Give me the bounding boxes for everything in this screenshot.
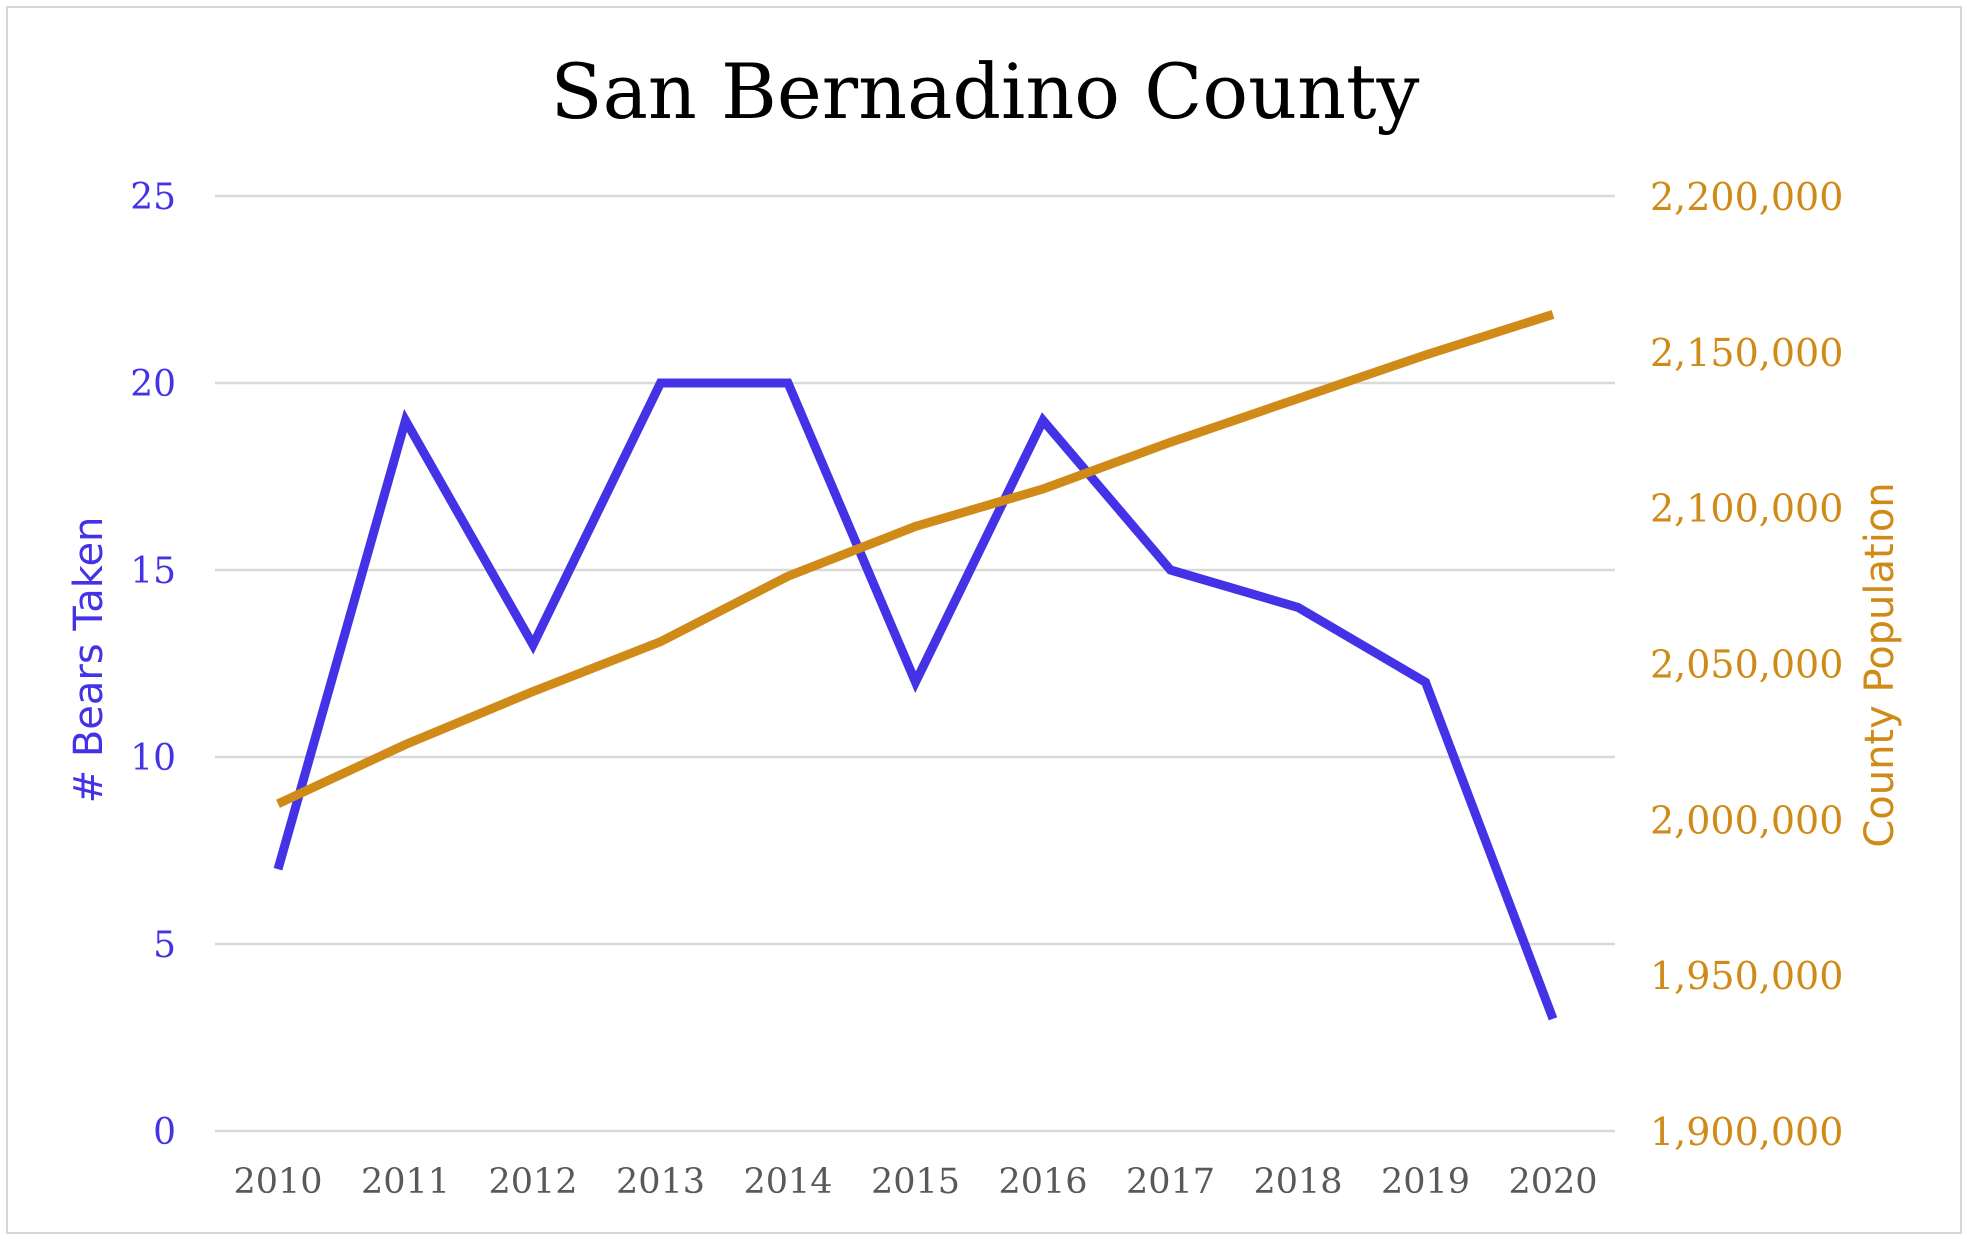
x-tick-label: 2018 [1253,1162,1342,1202]
right-tick-label: 1,950,000 [1650,954,1843,998]
left-tick-label: 25 [130,177,176,218]
x-tick-label: 2017 [1126,1162,1215,1202]
right-axis-label: County Population [1857,482,1903,847]
x-tick-label: 2015 [871,1162,960,1202]
left-tick-label: 0 [153,1112,176,1153]
x-tick-label: 2012 [488,1162,577,1202]
left-tick-label: 5 [153,925,176,966]
x-tick-label: 2019 [1381,1162,1470,1202]
x-tick-label: 2011 [361,1162,450,1202]
x-tick-label: 2013 [616,1162,705,1202]
left-tick-label: 20 [130,364,176,405]
right-tick-label: 2,000,000 [1650,798,1843,842]
x-tick-label: 2014 [743,1162,832,1202]
chart-title: San Bernadino County [551,47,1420,136]
population-series-line [276,310,1555,808]
x-tick-label: 2020 [1508,1162,1597,1202]
right-tick-label: 2,100,000 [1650,487,1843,531]
x-tick-label: 2016 [998,1162,1087,1202]
right-tick-label: 2,150,000 [1650,331,1843,375]
left-axis-label: # Bears Taken [66,517,112,804]
series-lines [273,310,1558,1021]
left-axis-ticks: 0 5 10 15 20 25 [130,177,176,1153]
bears-series-line [273,378,1558,1021]
left-tick-label: 10 [130,738,176,779]
x-tick-label: 2010 [233,1162,322,1202]
chart-frame [6,6,1962,1234]
right-tick-label: 2,200,000 [1650,175,1843,219]
right-axis-ticks: 1,900,000 1,950,000 2,000,000 2,050,000 2,10… [1650,175,1843,1154]
gridlines [215,194,1615,1133]
right-tick-label: 1,900,000 [1650,1110,1843,1154]
left-tick-label: 15 [130,551,176,592]
x-axis-ticks: 2010 2011 2012 2013 2014 2015 2016 2017 2018 2019… [233,1162,1597,1202]
right-tick-label: 2,050,000 [1650,643,1843,687]
